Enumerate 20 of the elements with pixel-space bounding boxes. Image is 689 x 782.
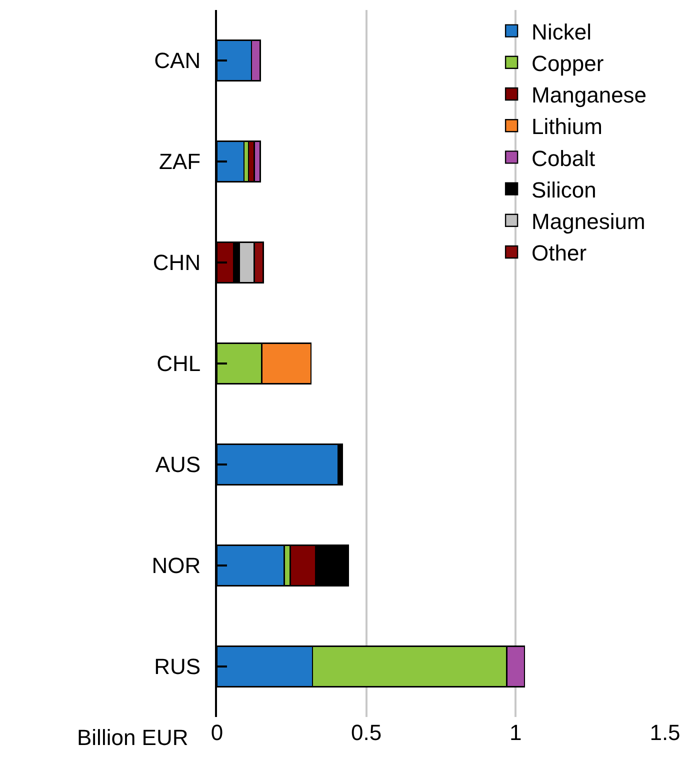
x-tick-label: 0 xyxy=(210,720,224,745)
legend-label: Lithium xyxy=(532,114,602,140)
legend-label: Cobalt xyxy=(532,146,596,171)
x-axis-title: Billion EUR xyxy=(77,725,188,750)
y-tick-label: CHN xyxy=(152,250,201,276)
y-tick-label: ZAF xyxy=(159,149,201,174)
y-tick-label: NOR xyxy=(152,553,201,578)
x-tick-label: 1 xyxy=(510,720,522,745)
legend-label: Other xyxy=(532,240,587,266)
x-tick-label: 1.5 xyxy=(650,720,680,745)
legend-label: Magnesium xyxy=(532,208,646,234)
y-tick-label: CAN xyxy=(154,48,201,74)
y-tick-label: RUS xyxy=(154,654,201,680)
y-tick-label: AUS xyxy=(155,452,201,478)
x-tick-label: 0.5 xyxy=(351,720,382,745)
legend-label: Nickel xyxy=(532,19,592,44)
legend-label: Copper xyxy=(532,50,604,76)
y-tick-label: CHL xyxy=(156,351,201,376)
legend-label: Manganese xyxy=(532,82,647,108)
legend-label: Silicon xyxy=(532,177,596,202)
